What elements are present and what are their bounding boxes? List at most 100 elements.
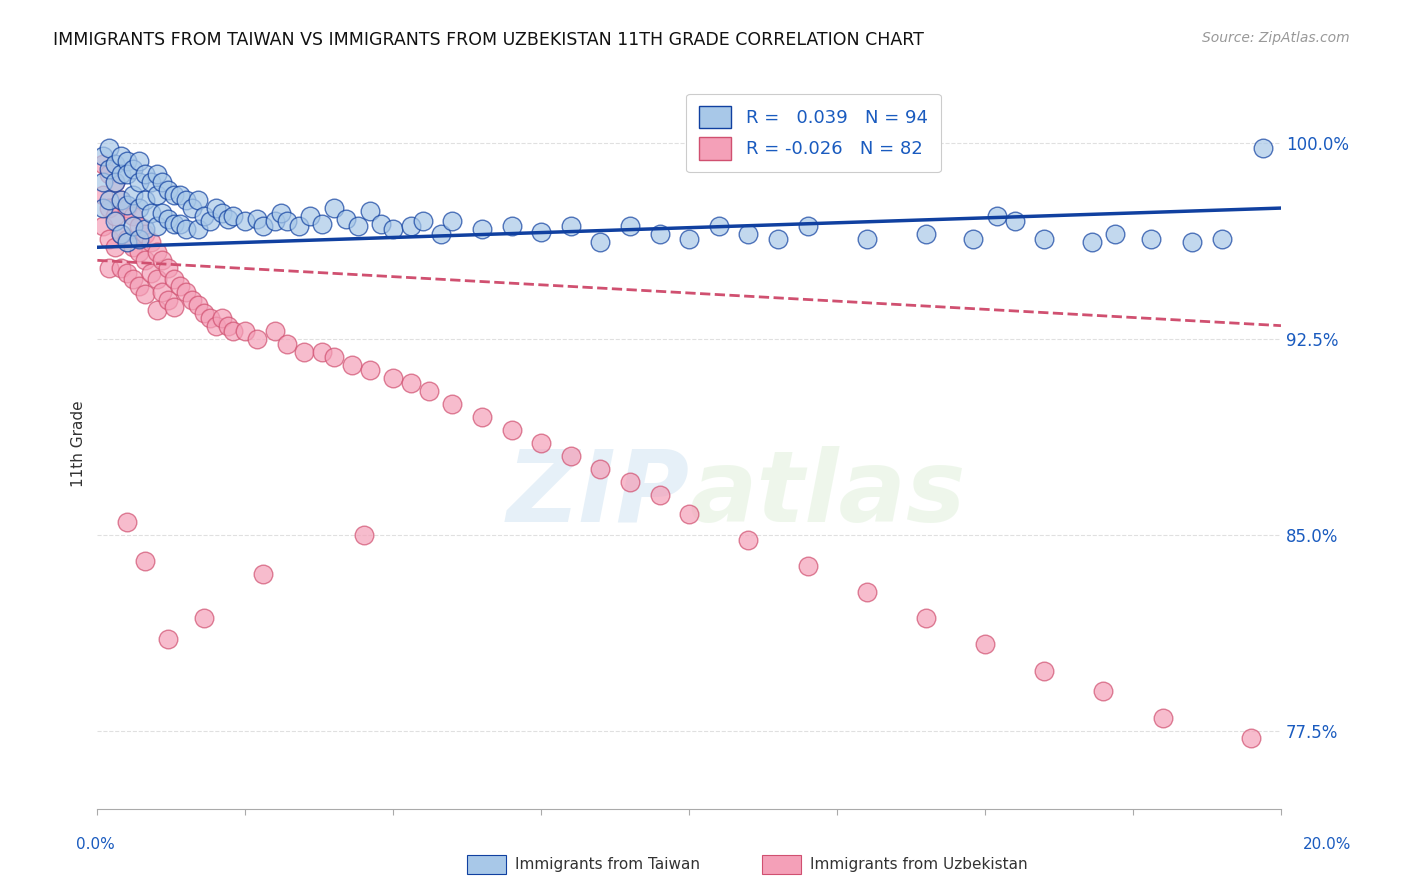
Point bbox=[98, 232, 121, 246]
Point bbox=[115, 266, 138, 280]
Point bbox=[98, 201, 121, 215]
Point bbox=[1211, 232, 1233, 246]
Point bbox=[1092, 684, 1115, 698]
Text: ZIP: ZIP bbox=[506, 446, 689, 543]
Point bbox=[128, 175, 150, 189]
Point bbox=[217, 211, 239, 226]
Point bbox=[276, 214, 298, 228]
Text: IMMIGRANTS FROM TAIWAN VS IMMIGRANTS FROM UZBEKISTAN 11TH GRADE CORRELATION CHAR: IMMIGRANTS FROM TAIWAN VS IMMIGRANTS FRO… bbox=[53, 31, 924, 49]
Point bbox=[128, 154, 150, 169]
Point bbox=[429, 227, 451, 242]
Point bbox=[134, 222, 156, 236]
Point bbox=[270, 206, 292, 220]
Point bbox=[115, 201, 138, 215]
Point bbox=[91, 201, 114, 215]
Point bbox=[1080, 235, 1102, 249]
Point bbox=[276, 337, 298, 351]
Point bbox=[974, 637, 997, 651]
Point bbox=[193, 305, 215, 319]
Point bbox=[163, 217, 186, 231]
Point bbox=[145, 245, 167, 260]
Point bbox=[145, 271, 167, 285]
Point bbox=[678, 507, 700, 521]
Point bbox=[382, 371, 405, 385]
Point bbox=[104, 156, 127, 170]
Point bbox=[128, 245, 150, 260]
Point bbox=[121, 271, 143, 285]
Point bbox=[110, 261, 132, 276]
Point bbox=[193, 209, 215, 223]
Point bbox=[353, 527, 375, 541]
Point bbox=[163, 301, 186, 315]
Point bbox=[169, 188, 191, 202]
Point bbox=[707, 219, 730, 234]
Point bbox=[152, 206, 174, 220]
Point bbox=[98, 167, 121, 181]
Point bbox=[98, 161, 121, 176]
Point bbox=[128, 232, 150, 246]
Point bbox=[198, 214, 221, 228]
Point bbox=[217, 318, 239, 333]
Point bbox=[98, 261, 121, 276]
Point bbox=[311, 217, 333, 231]
Point bbox=[128, 201, 150, 215]
Point bbox=[134, 193, 156, 207]
Point bbox=[139, 266, 162, 280]
Point bbox=[211, 310, 233, 325]
Point bbox=[346, 219, 368, 234]
Point bbox=[169, 217, 191, 231]
Point bbox=[1004, 214, 1026, 228]
Point bbox=[91, 188, 114, 202]
Point bbox=[98, 141, 121, 155]
Point bbox=[157, 632, 180, 647]
Point bbox=[501, 219, 523, 234]
Point bbox=[796, 219, 818, 234]
Point bbox=[915, 227, 938, 242]
Point bbox=[104, 214, 127, 228]
Point bbox=[323, 201, 346, 215]
Point bbox=[246, 332, 269, 346]
Point bbox=[139, 235, 162, 249]
Point bbox=[962, 232, 984, 246]
Point bbox=[181, 293, 204, 307]
Point bbox=[648, 488, 671, 502]
Point bbox=[399, 219, 422, 234]
Point bbox=[174, 285, 197, 299]
Point bbox=[98, 193, 121, 207]
Point bbox=[187, 193, 209, 207]
Point bbox=[198, 310, 221, 325]
Point bbox=[121, 240, 143, 254]
Point bbox=[441, 397, 464, 411]
Point bbox=[619, 475, 641, 490]
Point bbox=[986, 209, 1008, 223]
Point bbox=[359, 363, 381, 377]
Point bbox=[1240, 731, 1263, 746]
Point bbox=[121, 161, 143, 176]
Point bbox=[252, 566, 274, 581]
Point bbox=[737, 533, 759, 547]
Point bbox=[766, 232, 789, 246]
Point bbox=[104, 209, 127, 223]
Point bbox=[157, 211, 180, 226]
Point bbox=[152, 175, 174, 189]
Point bbox=[115, 515, 138, 529]
Point bbox=[264, 214, 287, 228]
Point bbox=[323, 350, 346, 364]
Point bbox=[204, 201, 226, 215]
Point bbox=[222, 209, 245, 223]
Point bbox=[91, 219, 114, 234]
Point bbox=[501, 423, 523, 437]
Point bbox=[737, 227, 759, 242]
Point bbox=[115, 198, 138, 212]
Point bbox=[115, 232, 138, 246]
Point bbox=[134, 554, 156, 568]
Point bbox=[560, 450, 582, 464]
Point bbox=[233, 324, 256, 338]
Point bbox=[359, 203, 381, 218]
Text: Immigrants from Uzbekistan: Immigrants from Uzbekistan bbox=[810, 857, 1028, 871]
Y-axis label: 11th Grade: 11th Grade bbox=[72, 400, 86, 486]
Text: atlas: atlas bbox=[689, 446, 966, 543]
Point bbox=[163, 188, 186, 202]
Point bbox=[145, 303, 167, 318]
Point bbox=[471, 410, 494, 425]
